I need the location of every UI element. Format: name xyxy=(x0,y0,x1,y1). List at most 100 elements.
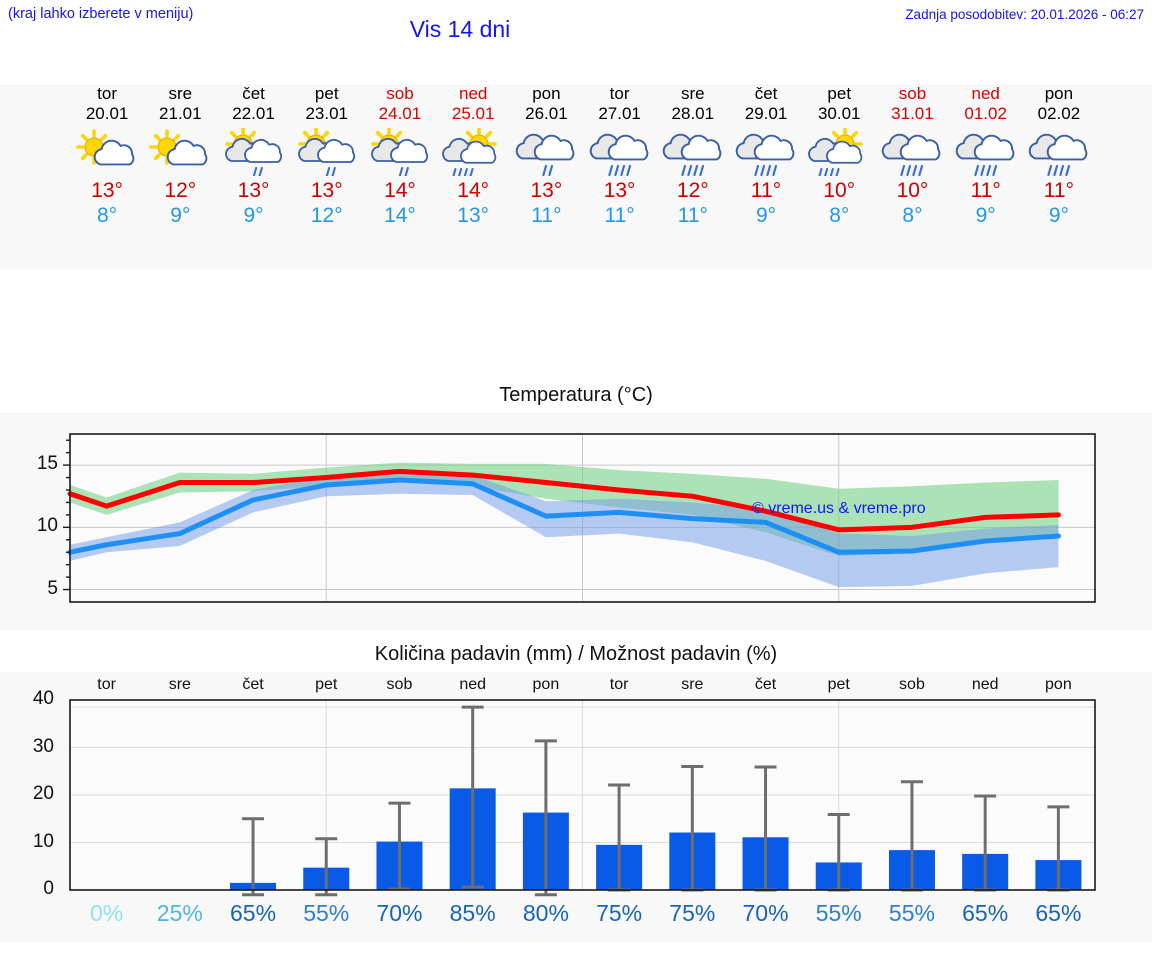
day-temp-min: 14° xyxy=(384,204,416,227)
day-name: pon xyxy=(532,84,561,103)
precipitation-day-label: pon xyxy=(532,676,560,693)
day-temp-min: 13° xyxy=(457,204,490,227)
temperature-y-tick: 5 xyxy=(47,577,58,599)
day-column-10[interactable]: pet 30.01 10° 8° xyxy=(800,84,878,228)
precipitation-plot xyxy=(69,699,1096,897)
sun-cloud-rain-icon xyxy=(361,128,439,176)
cloud-heavyrain-icon xyxy=(947,128,1025,176)
precipitation-y-tick: 30 xyxy=(32,735,54,757)
day-name: sob xyxy=(898,84,927,103)
cloud-heavyrain-icon xyxy=(581,128,659,176)
day-temp-min: 9° xyxy=(975,204,996,227)
day-column-7[interactable]: tor 27.01 13° 11° xyxy=(581,84,659,228)
day-date: 22.01 xyxy=(232,104,275,123)
day-temp-max: 13° xyxy=(237,179,270,202)
day-temp-max: 12° xyxy=(676,179,709,202)
sun-cloud-icon xyxy=(141,128,219,176)
day-name: sre xyxy=(168,84,193,103)
day-temp-max: 10° xyxy=(823,179,856,202)
temperature-title-bar: Temperatura (°C) xyxy=(0,380,1152,412)
day-column-3[interactable]: pet 23.01 13° 12° xyxy=(288,84,366,228)
day-column-6[interactable]: pon 26.01 13° 11° xyxy=(507,84,585,228)
day-date: 21.01 xyxy=(159,104,202,123)
precipitation-chart-section: Količina padavin (mm) / Možnost padavin … xyxy=(0,640,1152,975)
cloud-rain-icon xyxy=(507,128,585,176)
day-date: 26.01 xyxy=(525,104,568,123)
sun-cloud-rain-icon xyxy=(215,128,293,176)
day-temp-max: 14° xyxy=(457,179,490,202)
precipitation-probability: 85% xyxy=(449,900,496,926)
precipitation-day-label: čet xyxy=(754,676,777,693)
precipitation-day-label: čet xyxy=(242,676,264,693)
day-column-12[interactable]: ned 01.02 11° 9° xyxy=(947,84,1025,228)
day-temp-min: 11° xyxy=(604,204,635,227)
day-column-13[interactable]: pon 02.02 11° 9° xyxy=(1020,84,1098,228)
day-date: 24.01 xyxy=(378,104,422,123)
precipitation-probability: 55% xyxy=(815,900,862,926)
day-name: ned xyxy=(971,84,1000,103)
cloud-heavyrain-icon xyxy=(727,128,805,176)
precipitation-probability: 65% xyxy=(230,900,277,926)
day-temp-min: 11° xyxy=(531,204,562,227)
sun-cloud-rain-icon xyxy=(288,128,366,176)
day-temp-min: 9° xyxy=(170,204,191,227)
day-column-4[interactable]: sob 24.01 14° 14° xyxy=(361,84,439,228)
sun-cloud-icon xyxy=(68,128,146,176)
precipitation-y-tick: 10 xyxy=(32,830,54,852)
day-column-9[interactable]: čet 29.01 11° 9° xyxy=(727,84,805,228)
day-name: ned xyxy=(458,84,488,103)
precipitation-probability: 75% xyxy=(669,900,716,926)
sun-cloud-heavyrain-icon xyxy=(434,128,512,176)
day-temp-min: 9° xyxy=(243,204,264,227)
day-date: 28.01 xyxy=(671,104,715,123)
day-name: tor xyxy=(97,84,118,103)
page-header: (kraj lahko izberete v meniju) Vis 14 dn… xyxy=(0,0,1152,84)
day-column-0[interactable]: tor 20.01 13° 8° xyxy=(68,84,146,228)
day-date: 25.01 xyxy=(451,104,495,123)
precipitation-plot-band: tor sre čet pet sob ned pon tor sre čet pet sob ned p… xyxy=(0,672,1152,942)
day-column-5[interactable]: ned 25.01 14° 13° xyxy=(434,84,512,228)
copyright-label: © vreme.us & vreme.pro xyxy=(752,500,926,517)
daily-forecast-strip: tor 20.01 13° 8° sre 21.01 12° 9° čet 22.01 13°… xyxy=(0,84,1152,269)
day-date: 30.01 xyxy=(817,104,861,123)
precipitation-day-label: sob xyxy=(386,676,413,693)
temperature-y-tick: 15 xyxy=(36,453,58,475)
precipitation-day-label: sre xyxy=(681,676,704,693)
precipitation-probability: 65% xyxy=(1035,900,1082,926)
day-name: čet xyxy=(242,84,265,103)
precipitation-day-label: sob xyxy=(899,676,925,693)
cloud-heavyrain-icon xyxy=(873,128,951,176)
day-temp-min: 8° xyxy=(97,204,118,227)
day-temp-max: 11° xyxy=(750,179,782,202)
precipitation-day-label: sre xyxy=(168,676,191,693)
day-date: 23.01 xyxy=(305,104,349,123)
sun-cloud-heavyrain-icon xyxy=(800,128,878,176)
precipitation-day-label: tor xyxy=(609,676,629,693)
precipitation-day-label: pet xyxy=(827,676,850,693)
day-column-11[interactable]: sob 31.01 10° 8° xyxy=(873,84,951,228)
day-column-2[interactable]: čet 22.01 13° 9° xyxy=(215,84,293,228)
cloud-heavyrain-icon xyxy=(1020,128,1098,176)
precipitation-day-label: pet xyxy=(315,676,338,693)
last-update-text: Zadnja posodobitev: 20.01.2026 - 06:27 xyxy=(905,7,1144,22)
day-date: 31.01 xyxy=(891,104,934,123)
day-temp-max: 13° xyxy=(530,179,563,202)
precipitation-probability: 75% xyxy=(596,900,643,926)
day-name: čet xyxy=(754,84,778,103)
day-column-8[interactable]: sre 28.01 12° 11° xyxy=(654,84,732,228)
day-name: sob xyxy=(386,84,414,103)
precipitation-probability: 0% xyxy=(89,900,124,926)
day-temp-max: 11° xyxy=(970,179,1001,202)
precipitation-y-tick: 40 xyxy=(32,688,54,709)
precipitation-y-tick: 20 xyxy=(32,783,54,804)
precipitation-probability: 70% xyxy=(376,900,423,926)
day-column-1[interactable]: sre 21.01 12° 9° xyxy=(141,84,219,228)
day-name: pon xyxy=(1044,84,1074,103)
temperature-y-tick: 10 xyxy=(36,515,58,537)
day-date: 01.02 xyxy=(964,104,1007,123)
cloud-heavyrain-icon xyxy=(654,128,732,176)
day-temp-min: 8° xyxy=(902,204,923,227)
day-temp-max: 13° xyxy=(310,179,343,202)
day-date: 29.01 xyxy=(744,104,788,123)
day-name: sre xyxy=(681,84,705,103)
